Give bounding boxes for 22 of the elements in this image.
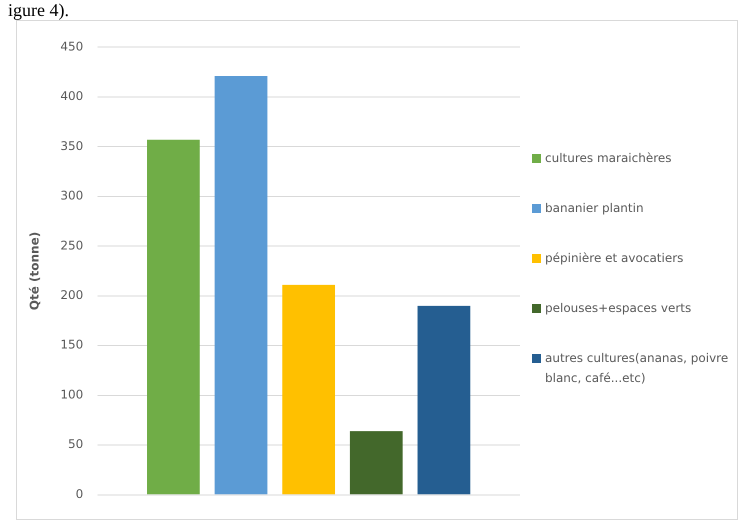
bar <box>282 284 336 494</box>
y-tick-label: 0 <box>76 486 84 501</box>
legend-label: autres cultures(ananas, poivre blanc, café...etc) <box>545 350 730 387</box>
y-tick-label: 50 <box>68 437 84 452</box>
legend-label: bananier plantin <box>545 200 644 217</box>
bar <box>418 306 470 494</box>
legend-label: pépinière et avocatiers <box>545 250 684 267</box>
y-tick-label: 200 <box>60 288 84 302</box>
y-tick-label: 350 <box>60 138 84 153</box>
y-tick-label: 300 <box>60 188 84 203</box>
text: igure 4). <box>8 0 69 21</box>
y-tick-label: 450 <box>60 39 84 54</box>
y-tick-label: 250 <box>60 238 84 252</box>
bar <box>214 76 268 494</box>
bar <box>350 431 403 494</box>
y-tick-label: 100 <box>60 387 84 402</box>
y-tick-label: 400 <box>60 89 84 104</box>
legend-label: cultures maraichères <box>545 150 672 167</box>
bar <box>147 140 200 494</box>
y-tick-label: 150 <box>60 338 84 352</box>
legend-label: pelouses+espaces verts <box>545 300 692 317</box>
y-axis-title: Qté (tonne) <box>27 232 42 310</box>
